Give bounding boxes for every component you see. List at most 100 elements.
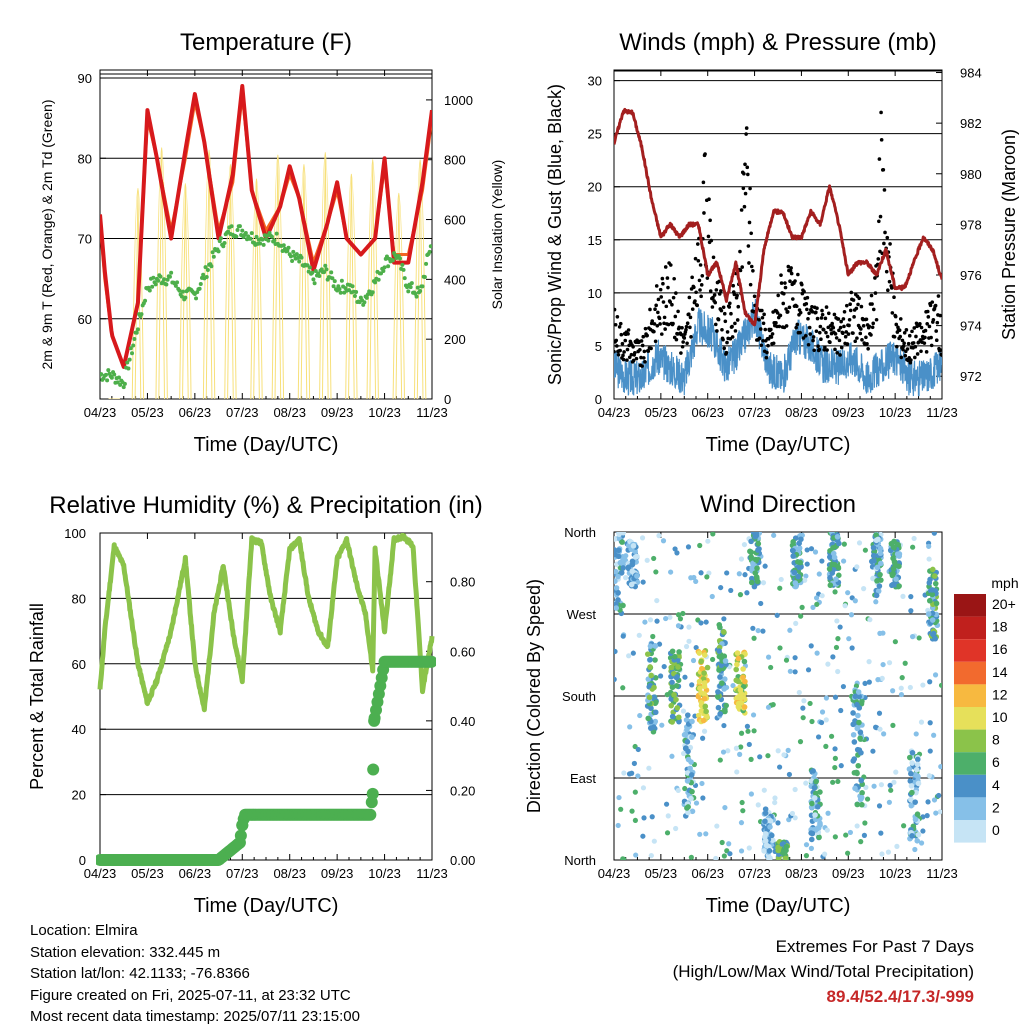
direction-point — [891, 779, 897, 785]
gust-point — [788, 279, 792, 283]
x-tick-label: 07/23 — [738, 405, 771, 420]
gust-point — [662, 315, 667, 320]
gust-point — [897, 328, 902, 333]
y-tick-label: 0 — [79, 853, 86, 868]
gust-point — [623, 338, 628, 343]
direction-point — [914, 838, 921, 844]
direction-point — [855, 712, 861, 719]
direction-point — [861, 832, 868, 838]
dewpoint-point — [266, 238, 271, 243]
direction-point — [682, 674, 688, 680]
direction-point — [657, 673, 664, 679]
direction-point — [618, 569, 625, 576]
gust-point — [672, 276, 676, 281]
x-tick-label: 05/23 — [131, 405, 164, 420]
gust-point — [848, 308, 853, 313]
direction-point — [615, 822, 621, 829]
y2-tick-label: 0.40 — [450, 714, 475, 729]
direction-point — [630, 650, 636, 656]
direction-point — [717, 711, 723, 717]
gust-point — [913, 344, 918, 349]
gust-point — [735, 293, 739, 298]
direction-point — [651, 684, 657, 691]
gust-point — [724, 350, 729, 355]
gust-point — [807, 311, 811, 316]
gust-point — [934, 338, 939, 343]
direction-point — [717, 624, 723, 631]
direction-point — [674, 705, 681, 711]
direction-point — [698, 658, 704, 665]
colorbar-swatch — [954, 729, 986, 753]
gust-point — [643, 360, 647, 364]
gust-point — [666, 322, 671, 327]
gust-point — [627, 355, 632, 360]
direction-point — [838, 707, 844, 714]
direction-point — [909, 833, 915, 839]
wind-direction-panel: Wind Direction 04/23 05/23 06/23 07/23 08/23 0… — [524, 491, 958, 917]
direction-point — [633, 852, 639, 858]
gust-point — [646, 349, 651, 353]
gust-point — [770, 332, 775, 336]
direction-point — [763, 842, 770, 849]
direction-point — [675, 787, 681, 794]
gust-point — [838, 353, 842, 357]
gust-point — [842, 324, 846, 329]
gust-point — [643, 326, 648, 331]
direction-point — [835, 778, 841, 785]
direction-point — [866, 679, 872, 685]
direction-point — [684, 726, 690, 733]
gust-point — [639, 355, 643, 360]
gust-point — [806, 342, 811, 347]
gust-point — [787, 305, 792, 310]
direction-point — [912, 799, 919, 805]
direction-point — [809, 800, 815, 807]
colorbar-swatch — [954, 639, 986, 662]
direction-point — [894, 843, 900, 849]
direction-point — [786, 817, 792, 823]
gust-point — [914, 321, 919, 326]
y-tick-label: 15 — [588, 233, 602, 248]
direction-point — [829, 570, 836, 576]
gust-point — [923, 328, 928, 333]
gust-point — [684, 327, 688, 332]
gust-point — [739, 208, 744, 212]
gust-point — [778, 313, 783, 318]
direction-point — [898, 685, 904, 691]
gust-point — [697, 278, 702, 283]
direction-point — [938, 682, 942, 688]
direction-point — [792, 815, 798, 821]
y-axis-label: Direction (Colored By Speed) — [524, 579, 544, 813]
gust-point — [741, 186, 746, 191]
dewpoint-point — [337, 287, 342, 292]
gust-point — [712, 293, 717, 297]
direction-point — [862, 680, 868, 687]
direction-point — [673, 696, 679, 703]
gust-point — [828, 340, 832, 345]
gust-point — [918, 321, 922, 326]
gust-point — [760, 315, 765, 320]
direction-point — [724, 570, 730, 576]
gust-point — [841, 331, 845, 336]
direction-point — [938, 764, 942, 770]
gust-point — [820, 308, 824, 313]
direction-point — [819, 593, 825, 599]
created-text: Figure created on Fri, 2025-07-11, at 23… — [30, 986, 351, 1004]
direction-point — [875, 588, 882, 594]
gust-point — [859, 327, 863, 331]
gust-point — [709, 238, 714, 243]
gust-point — [699, 283, 704, 287]
gust-point — [926, 315, 931, 319]
direction-point — [808, 845, 815, 851]
direction-point — [741, 541, 748, 548]
direction-point — [907, 778, 914, 784]
direction-point — [671, 653, 678, 660]
dewpoint-point — [332, 279, 337, 284]
dewpoint-point — [409, 281, 414, 286]
gust-point — [818, 324, 823, 329]
direction-point — [632, 554, 639, 560]
direction-point — [636, 632, 642, 638]
dewpoint-point — [131, 343, 136, 348]
x-tick-label: 08/23 — [273, 405, 306, 420]
gust-point — [855, 336, 859, 340]
